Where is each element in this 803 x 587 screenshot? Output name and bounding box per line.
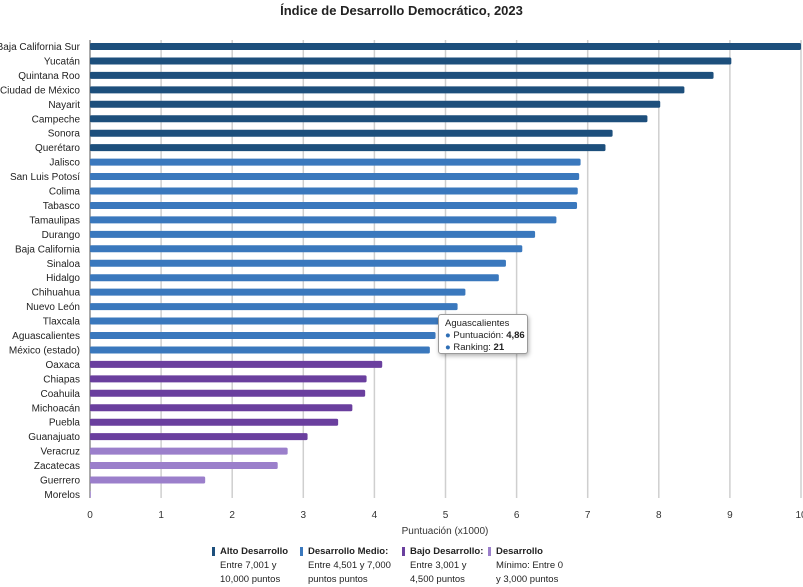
bar[interactable] <box>90 100 661 108</box>
legend-swatch <box>488 547 491 556</box>
x-tick-labels: 0 1 2 3 4 5 6 7 8 9 10 <box>87 510 803 521</box>
x-tick-label: 3 <box>301 510 307 521</box>
bar[interactable] <box>90 216 557 224</box>
bar[interactable] <box>90 288 466 296</box>
bar[interactable] <box>90 71 714 79</box>
tooltip-title: Aguascalientes <box>445 318 510 329</box>
category-label: Colima <box>49 187 81 198</box>
category-label: Sonora <box>48 129 81 140</box>
category-label: Campeche <box>32 114 81 125</box>
x-tick-label: 10 <box>795 510 803 521</box>
bar[interactable] <box>90 230 536 238</box>
category-labels: Baja California Sur Yucatán Quintana Roo Ci… <box>0 42 81 501</box>
category-label: Durango <box>42 230 81 241</box>
tooltip: Aguascalientes ● Puntuación: 4,86 ● Rank… <box>438 314 528 354</box>
legend-swatch <box>212 547 215 556</box>
bar[interactable] <box>90 476 206 484</box>
bars <box>90 43 801 498</box>
x-tick-label: 1 <box>158 510 164 521</box>
category-label: Yucatán <box>44 56 80 67</box>
bar[interactable] <box>90 317 447 325</box>
bar[interactable] <box>90 158 581 166</box>
bar[interactable] <box>90 418 339 426</box>
chart-title: Índice de Desarrollo Democrático, 2023 <box>280 3 523 18</box>
x-tick-label: 0 <box>87 510 93 521</box>
bar[interactable] <box>90 274 499 282</box>
bar[interactable] <box>90 375 367 383</box>
bar[interactable] <box>90 389 366 397</box>
category-label: Coahuila <box>41 389 81 400</box>
bar[interactable] <box>90 201 578 209</box>
x-tick-label: 5 <box>443 510 449 521</box>
x-tick-label: 6 <box>514 510 520 521</box>
category-label: Sinaloa <box>47 259 81 270</box>
bar[interactable] <box>90 490 91 498</box>
bar[interactable] <box>90 433 308 441</box>
category-label: Tlaxcala <box>43 317 81 328</box>
category-label: Nuevo León <box>26 302 80 313</box>
legend-item-medio: Desarrollo Medio: Entre 4,501 y 7,000 pu… <box>300 545 391 587</box>
bar[interactable] <box>90 245 523 253</box>
category-label: Veracruz <box>41 447 80 458</box>
bar[interactable] <box>90 115 648 123</box>
category-label: Chiapas <box>43 374 80 385</box>
category-label: Querétaro <box>35 143 80 154</box>
bar[interactable] <box>90 462 278 470</box>
tooltip-score-row: ● Puntuación: 4,86 <box>445 330 525 341</box>
category-label: Puebla <box>49 418 81 429</box>
category-label: Nayarit <box>48 100 80 111</box>
category-label: México (estado) <box>9 345 80 356</box>
bar[interactable] <box>90 346 430 354</box>
category-label: Oaxaca <box>46 360 81 371</box>
bar[interactable] <box>90 447 288 455</box>
x-tick-label: 7 <box>585 510 591 521</box>
category-label: San Luis Potosí <box>10 172 80 183</box>
grid-lines <box>89 40 802 498</box>
category-label: Baja California <box>15 244 80 255</box>
bar[interactable] <box>90 360 383 368</box>
x-tick-label: 9 <box>727 510 733 521</box>
tooltip-ranking-row: ● Ranking: 21 <box>445 342 505 353</box>
legend-item-alto: Alto Desarrollo Entre 7,001 y 10,000 pun… <box>212 545 288 587</box>
legend-item-bajo: Bajo Desarrollo: Entre 3,001 y 4,500 pun… <box>402 545 483 587</box>
category-label: Jalisco <box>49 158 80 169</box>
legend-item-minimo: Desarrollo Mínimo: Entre 0 y 3,000 punto… <box>488 545 563 587</box>
bar[interactable] <box>90 129 613 137</box>
category-label: Morelos <box>44 490 80 501</box>
x-tick-label: 8 <box>656 510 662 521</box>
category-label: Quintana Roo <box>18 71 80 82</box>
category-label: Tabasco <box>43 201 81 212</box>
category-label: Ciudad de México <box>0 85 80 96</box>
category-label: Baja California Sur <box>0 42 81 53</box>
bar[interactable] <box>90 259 506 267</box>
category-label: Chihuahua <box>32 288 81 299</box>
category-label: Michoacán <box>32 403 80 414</box>
bar-chart: Baja California Sur Yucatán Quintana Roo Ci… <box>0 40 803 537</box>
bar[interactable] <box>90 57 732 65</box>
bar[interactable] <box>90 173 580 181</box>
category-label: Hidalgo <box>46 273 80 284</box>
bar[interactable] <box>90 187 578 195</box>
category-label: Tamaulipas <box>29 215 80 226</box>
x-axis-label: Puntuación (x1000) <box>402 526 489 537</box>
legend-swatch <box>402 547 405 556</box>
category-label: Guerrero <box>40 476 80 487</box>
bar[interactable] <box>90 303 458 311</box>
bar[interactable] <box>90 86 685 94</box>
bar[interactable] <box>90 43 801 50</box>
category-label: Guanajuato <box>28 432 80 443</box>
bar[interactable] <box>90 144 606 152</box>
legend-swatch <box>300 547 303 556</box>
category-label: Aguascalientes <box>12 331 80 342</box>
bar[interactable] <box>90 332 436 339</box>
bar[interactable] <box>90 404 353 412</box>
x-tick-label: 2 <box>229 510 235 521</box>
category-label: Zacatecas <box>34 461 80 472</box>
x-tick-label: 4 <box>372 510 378 521</box>
